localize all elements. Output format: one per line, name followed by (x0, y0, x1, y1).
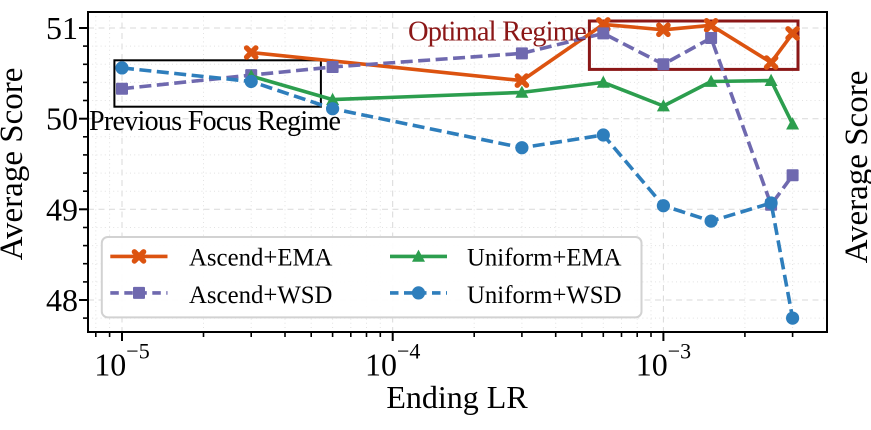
svg-text:10−5: 10−5 (94, 339, 149, 383)
svg-text:51: 51 (46, 10, 78, 46)
svg-text:Uniform+EMA: Uniform+EMA (467, 244, 622, 271)
svg-text:Average Score: Average Score (839, 71, 871, 264)
svg-text:Average Score: Average Score (0, 68, 30, 261)
svg-text:Ending LR: Ending LR (386, 379, 528, 415)
svg-text:10−3: 10−3 (636, 339, 691, 383)
svg-text:Uniform+WSD: Uniform+WSD (467, 282, 621, 309)
svg-text:Optimal Regime: Optimal Regime (408, 16, 586, 47)
svg-text:49: 49 (46, 191, 78, 227)
svg-text:50: 50 (46, 101, 78, 137)
svg-text:Ascend+WSD: Ascend+WSD (189, 282, 332, 309)
svg-text:Previous Focus Regime: Previous Focus Regime (89, 106, 341, 137)
svg-text:10−4: 10−4 (365, 339, 420, 383)
svg-text:Ascend+EMA: Ascend+EMA (189, 244, 333, 271)
svg-text:48: 48 (46, 282, 78, 318)
